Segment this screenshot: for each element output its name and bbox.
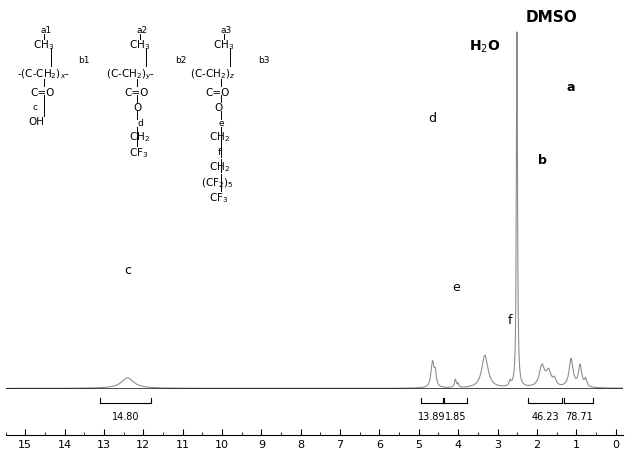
Text: OH: OH xyxy=(28,116,45,126)
Text: c: c xyxy=(124,264,131,277)
Text: f: f xyxy=(218,148,221,157)
Text: CH$_2$: CH$_2$ xyxy=(129,130,150,144)
Text: CH$_2$: CH$_2$ xyxy=(209,130,230,144)
Text: H$_2$O: H$_2$O xyxy=(469,39,501,55)
Text: f: f xyxy=(508,313,513,327)
Text: CF$_3$: CF$_3$ xyxy=(209,191,229,205)
Text: (C-CH$_2$)$_y$-: (C-CH$_2$)$_y$- xyxy=(106,67,155,81)
Text: b1: b1 xyxy=(79,56,90,65)
Text: b: b xyxy=(538,154,547,167)
Text: CH$_3$: CH$_3$ xyxy=(33,38,54,52)
Text: d: d xyxy=(428,111,437,124)
Text: C=O: C=O xyxy=(30,88,55,98)
Text: e: e xyxy=(218,119,224,127)
Text: O: O xyxy=(214,103,223,113)
Text: 78.71: 78.71 xyxy=(565,411,593,421)
Text: 46.23: 46.23 xyxy=(532,411,559,421)
Text: C=O: C=O xyxy=(125,88,149,98)
Text: a3: a3 xyxy=(221,25,232,35)
Text: (C-CH$_2$)$_z$: (C-CH$_2$)$_z$ xyxy=(190,67,235,81)
Text: 1.85: 1.85 xyxy=(445,411,466,421)
Text: e: e xyxy=(452,281,460,293)
Text: C=O: C=O xyxy=(205,88,230,98)
Text: b2: b2 xyxy=(175,56,186,65)
Text: 14.80: 14.80 xyxy=(112,411,140,421)
Text: d: d xyxy=(137,119,143,127)
Text: CH$_3$: CH$_3$ xyxy=(128,38,150,52)
Text: a2: a2 xyxy=(136,25,148,35)
Text: (CF$_2$)$_5$: (CF$_2$)$_5$ xyxy=(201,176,233,189)
Text: b3: b3 xyxy=(258,56,269,65)
Text: O: O xyxy=(133,103,142,113)
Text: DMSO: DMSO xyxy=(526,10,577,25)
Text: -(C-CH$_2$)$_x$-: -(C-CH$_2$)$_x$- xyxy=(17,67,70,81)
Text: 13.89: 13.89 xyxy=(418,411,446,421)
Text: c: c xyxy=(32,103,37,112)
Text: a: a xyxy=(567,81,576,94)
Text: CH$_3$: CH$_3$ xyxy=(213,38,234,52)
Text: a1: a1 xyxy=(41,25,52,35)
Text: CF$_3$: CF$_3$ xyxy=(129,146,148,159)
Text: CH$_2$: CH$_2$ xyxy=(209,160,230,174)
